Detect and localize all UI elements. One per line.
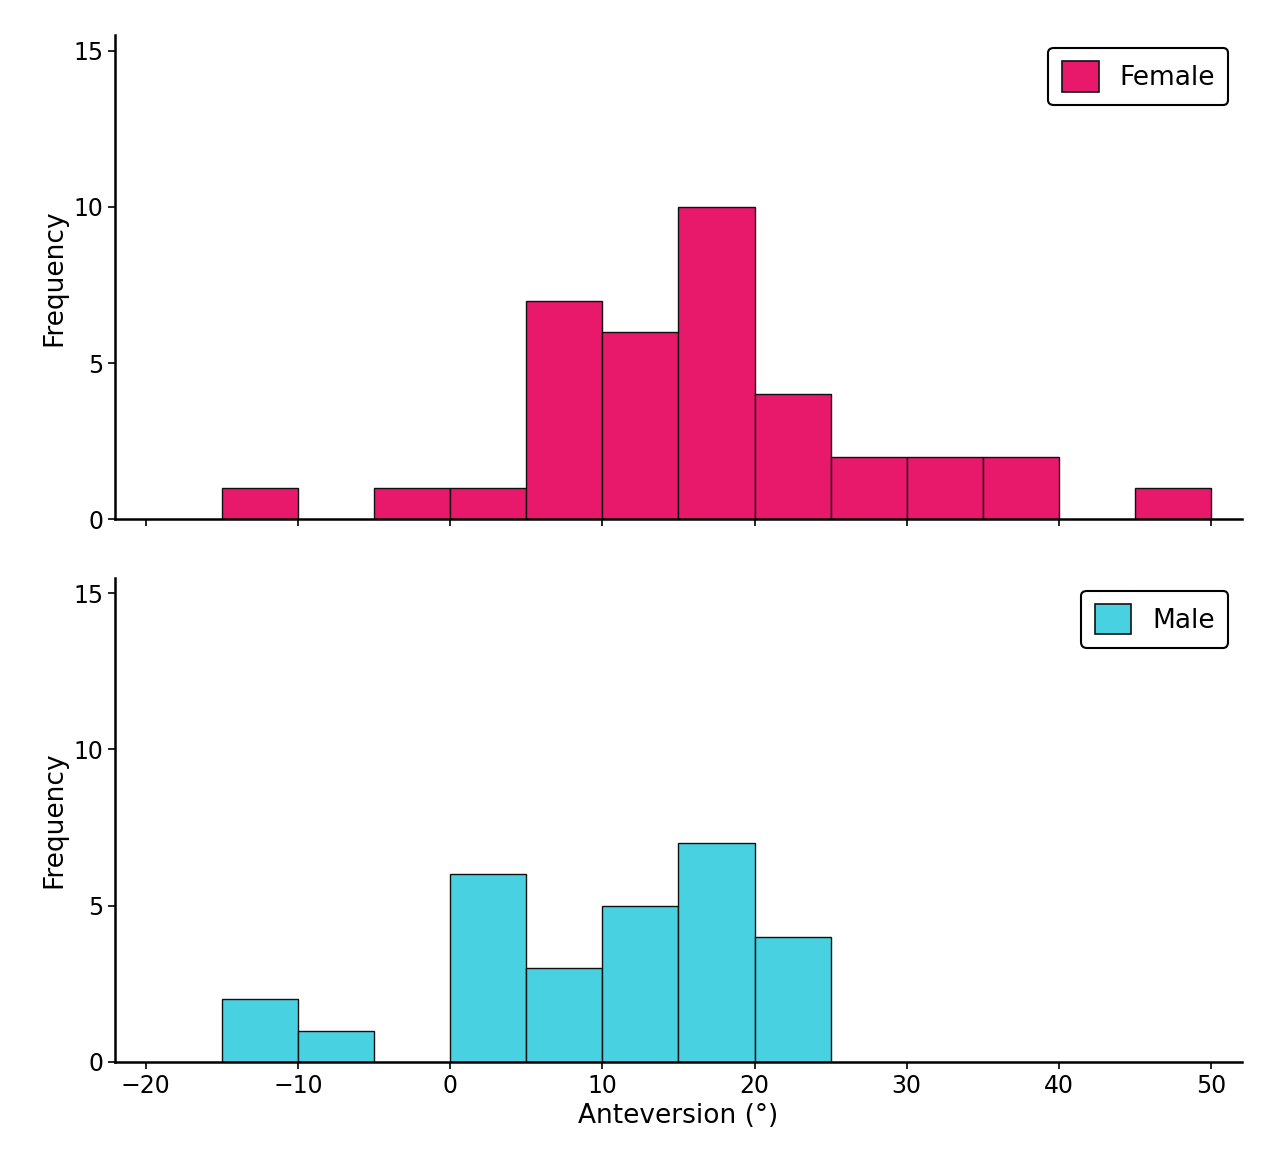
Bar: [754, 937, 831, 1062]
Bar: [603, 331, 678, 519]
Bar: [526, 301, 603, 519]
Bar: [603, 906, 678, 1062]
Legend: Male: Male: [1082, 591, 1229, 648]
Bar: [678, 844, 754, 1062]
Bar: [831, 457, 906, 519]
Bar: [983, 457, 1059, 519]
Legend: Female: Female: [1048, 48, 1229, 105]
Bar: [221, 488, 298, 519]
Bar: [906, 457, 983, 519]
Bar: [678, 207, 754, 519]
Bar: [451, 874, 526, 1062]
Bar: [374, 488, 451, 519]
Bar: [754, 394, 831, 519]
Y-axis label: Frequency: Frequency: [42, 752, 68, 888]
Y-axis label: Frequency: Frequency: [42, 209, 68, 345]
Bar: [451, 488, 526, 519]
Bar: [298, 1030, 374, 1062]
Bar: [526, 969, 603, 1062]
Bar: [221, 999, 298, 1062]
X-axis label: Anteversion (°): Anteversion (°): [579, 1103, 778, 1130]
Bar: [1135, 488, 1211, 519]
